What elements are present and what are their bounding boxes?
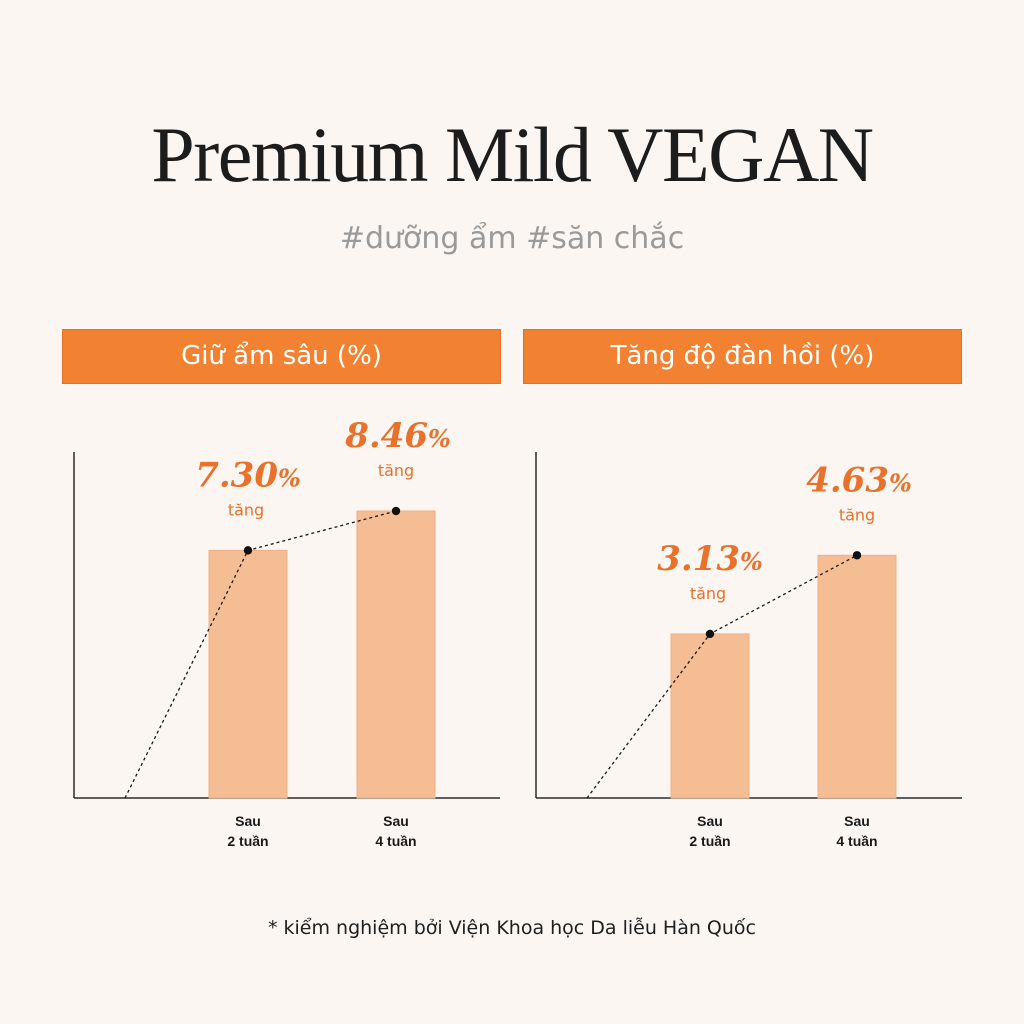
increase-label: tăng [378,461,414,480]
value-label: 8.46% [344,416,451,456]
x-tick-label: Sau 4 tuần [836,813,877,849]
trend-point [243,546,253,555]
page-title: Premium Mild VEGAN [151,111,874,198]
chart-0: 7.30% tăng 8.46% tăng Sau 2 tuần Sau 4 tuần [73,416,500,849]
bar [356,510,436,799]
value-label: 4.63% [806,460,912,500]
value-label: 7.30% [195,455,301,495]
x-tick-label: Sau 4 tuần [375,813,416,849]
trend-point [391,506,401,516]
increase-label: tăng [839,505,875,524]
x-tick-label: Sau 2 tuần [227,813,268,849]
bar [670,633,750,799]
hashtag-subtitle: #dưỡng ẩm #săn chắc [339,221,685,256]
trend-point [852,551,862,560]
chart-title-moisture: Giữ ẩm sâu (%) [62,329,501,384]
trend-point [705,629,715,639]
chart-1: 3.13% tăng 4.63% tăng Sau 2 tuần Sau 4 tuần [535,452,962,849]
bar [208,549,288,799]
increase-label: tăng [690,584,726,603]
chart-title-elasticity: Tăng độ đàn hồi (%) [523,329,962,384]
x-tick-label: Sau 2 tuần [689,813,730,849]
bar [817,554,897,799]
value-label: 3.13% [657,539,763,579]
increase-label: tăng [228,500,264,519]
footnote: * kiểm nghiệm bởi Viện Khoa học Da liễu … [267,917,757,939]
